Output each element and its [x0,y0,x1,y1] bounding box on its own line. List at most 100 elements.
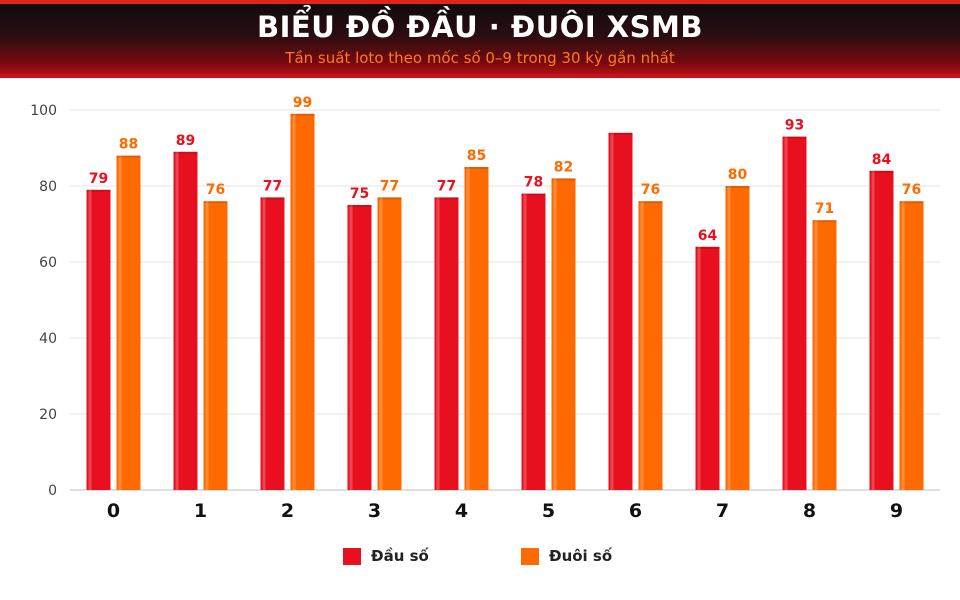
bar-top-edge [782,136,807,139]
bar-fill [173,151,198,491]
bar-highlight [262,197,266,490]
bar-top-edge [695,246,720,249]
bar-highlight [292,113,296,491]
bar-highlight [697,246,701,490]
bar-fill [782,136,807,490]
bar-fill [638,201,663,490]
bar-fill [521,193,546,490]
bar-top-edge [347,205,372,207]
bar-duoi [116,155,141,490]
bar-highlight [901,201,905,490]
bar-duoi [899,201,924,490]
legend-swatch-dau [343,548,361,565]
bar-top-edge [725,186,750,188]
bar-fill [869,170,894,491]
data-label-duoi: 80 [728,167,748,183]
bar-highlight [175,151,179,491]
bar-top-edge [869,170,894,173]
bar-dau [86,189,111,491]
x-tick-label: 8 [803,500,816,522]
bar-fill [203,201,228,490]
data-label-duoi: 76 [902,182,921,198]
bar-top-edge [464,167,489,169]
bar-duoi [812,220,837,490]
bar-highlight [727,186,731,490]
y-tick-label: 40 [39,331,57,347]
bar-top-edge [377,197,402,200]
bar-fill [86,189,111,491]
x-tick-label: 1 [194,500,207,522]
data-label-dau: 84 [872,152,892,168]
bar-fill [464,167,489,490]
data-label-dau: 75 [350,186,369,202]
bar-dau [260,197,285,490]
bar-top-edge [173,151,198,154]
bar-top-edge [899,201,924,204]
bar-highlight [871,170,875,491]
bar-top-edge [608,132,633,135]
legend-label-dau: Đầu số [371,547,429,565]
bar-top-edge [638,201,663,204]
bar-fill [347,205,372,490]
data-label-duoi: 76 [206,182,225,198]
x-tick-label: 4 [455,500,468,522]
header-divider [0,74,960,78]
data-label-duoi: 99 [293,95,312,111]
bar-fill [725,186,750,490]
bar-fill [695,246,720,490]
bar-fill [290,113,315,491]
x-tick-label: 9 [890,500,903,522]
bar-fill [260,197,285,490]
x-tick-label: 0 [107,500,120,522]
bar-highlight [466,167,470,490]
bar-fill [899,201,924,490]
bar-highlight [640,201,644,490]
x-tick-label: 6 [629,500,642,522]
bar-top-edge [203,201,228,204]
data-label-dau: 89 [176,133,195,149]
data-label-dau: 64 [698,228,718,244]
data-label-dau: 93 [785,118,804,134]
bar-dau [695,246,720,490]
legend-label-duoi: Đuôi số [549,547,613,565]
data-label-duoi: 85 [467,148,486,164]
data-label-dau: 78 [524,175,543,191]
bar-highlight [610,132,614,491]
bar-highlight [784,136,788,490]
bar-duoi [551,178,576,490]
bar-duoi [725,186,750,490]
chart-header: BIỂU ĐỒ ĐẦU · ĐUÔI XSMB Tần suất loto th… [0,0,960,78]
chart-legend: Đầu số Đuôi số [0,547,960,567]
chart-title: BIỂU ĐỒ ĐẦU · ĐUÔI XSMB [257,10,703,44]
bar-top-edge [116,155,141,158]
data-label-duoi: 71 [815,201,834,217]
bar-top-edge [521,193,546,196]
data-label-duoi: 88 [119,137,138,153]
bar-highlight [379,197,383,490]
x-tick-label: 7 [716,500,729,522]
bar-highlight [436,197,440,490]
bar-dau [782,136,807,490]
bar-top-edge [290,113,315,116]
bar-duoi [638,201,663,490]
bar-fill [377,197,402,490]
bar-dau [434,197,459,490]
data-label-dau: 77 [263,178,282,194]
y-tick-label: 80 [39,179,57,195]
bar-top-edge [260,197,285,200]
y-tick-label: 20 [39,407,57,423]
bar-top-edge [86,189,111,192]
x-tick-label: 5 [542,500,555,522]
bar-top-edge [551,178,576,181]
bar-fill [812,220,837,490]
bar-top-edge [434,197,459,200]
data-label-duoi: 82 [554,159,573,175]
bar-highlight [205,201,209,490]
bar-duoi [290,113,315,491]
y-tick-label: 60 [39,255,57,271]
bar-duoi [203,201,228,490]
y-tick-label: 0 [48,483,57,499]
bar-highlight [553,178,557,490]
bar-highlight [523,193,527,490]
